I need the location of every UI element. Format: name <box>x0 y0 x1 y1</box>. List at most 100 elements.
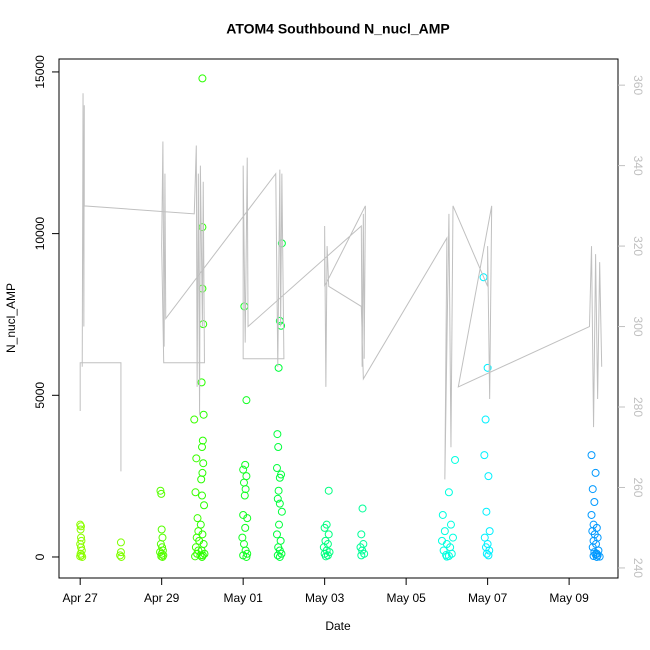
point <box>198 443 207 452</box>
point <box>448 533 457 542</box>
point <box>198 74 207 83</box>
point <box>275 473 284 482</box>
point <box>275 499 284 508</box>
point <box>197 378 206 387</box>
point <box>485 527 494 536</box>
x-tick-label: May 07 <box>468 591 508 605</box>
point <box>438 510 447 519</box>
point <box>192 454 201 463</box>
x-tick-label: May 09 <box>549 591 589 605</box>
point <box>482 549 491 558</box>
point <box>77 522 86 531</box>
point <box>274 443 283 452</box>
point <box>158 552 167 561</box>
point <box>242 396 251 405</box>
point <box>275 552 284 561</box>
point <box>321 552 330 561</box>
y2-tick-label: 320 <box>631 236 645 256</box>
point <box>276 536 285 545</box>
point <box>241 485 250 494</box>
point <box>198 530 207 539</box>
point <box>440 527 449 536</box>
point <box>273 494 282 503</box>
point <box>324 530 333 539</box>
point <box>483 363 492 372</box>
point <box>451 455 460 464</box>
y-tick-label: 10000 <box>33 217 47 251</box>
y-axis-label: N_nucl_AMP <box>4 283 18 353</box>
point <box>275 520 284 529</box>
point <box>190 415 199 424</box>
point <box>439 546 448 555</box>
point <box>157 489 166 498</box>
point <box>77 543 86 552</box>
point <box>77 551 86 560</box>
point <box>77 533 86 542</box>
y-tick-label: 15000 <box>33 55 47 89</box>
point <box>444 488 453 497</box>
point <box>157 549 166 558</box>
point <box>197 475 206 484</box>
y2-tick-label: 240 <box>631 558 645 578</box>
point <box>357 551 366 560</box>
point <box>158 543 167 552</box>
point <box>482 507 491 516</box>
point <box>198 468 207 477</box>
point <box>274 363 283 372</box>
point <box>198 491 207 500</box>
point <box>241 460 250 469</box>
y2-tick-label: 280 <box>631 397 645 417</box>
point <box>239 478 248 487</box>
point <box>277 239 286 248</box>
point <box>588 485 597 494</box>
point <box>274 486 283 495</box>
point <box>116 538 125 547</box>
x-tick-label: May 01 <box>223 591 263 605</box>
point <box>241 523 250 532</box>
point <box>243 549 252 558</box>
point <box>480 533 489 542</box>
point <box>481 415 490 424</box>
x-tick-label: May 05 <box>386 591 426 605</box>
point <box>78 552 87 561</box>
point <box>193 514 202 523</box>
point <box>484 472 493 481</box>
point <box>358 504 367 513</box>
point <box>273 430 282 439</box>
point <box>593 551 602 560</box>
point <box>238 533 247 542</box>
point <box>324 486 333 495</box>
point <box>117 552 126 561</box>
point <box>242 472 251 481</box>
point <box>357 530 366 539</box>
line <box>81 93 603 480</box>
point <box>199 410 208 419</box>
x-tick-label: May 03 <box>305 591 345 605</box>
point <box>277 507 286 516</box>
point <box>595 552 604 561</box>
point <box>272 530 281 539</box>
point <box>240 491 249 500</box>
point <box>198 436 207 445</box>
point <box>446 520 455 529</box>
point <box>158 533 167 542</box>
point <box>199 320 208 329</box>
point <box>239 540 248 549</box>
point <box>587 451 596 460</box>
point <box>242 552 251 561</box>
point <box>200 501 209 510</box>
y2-tick-label: 260 <box>631 477 645 497</box>
y-tick-label: 5000 <box>33 382 47 409</box>
point <box>484 551 493 560</box>
point <box>437 536 446 545</box>
point <box>191 488 200 497</box>
x-tick-label: Apr 27 <box>63 591 99 605</box>
point <box>156 486 165 495</box>
point <box>196 551 205 560</box>
point <box>199 459 208 468</box>
plot-box <box>58 58 619 579</box>
point <box>590 498 599 507</box>
point <box>592 552 601 561</box>
point <box>76 520 85 529</box>
